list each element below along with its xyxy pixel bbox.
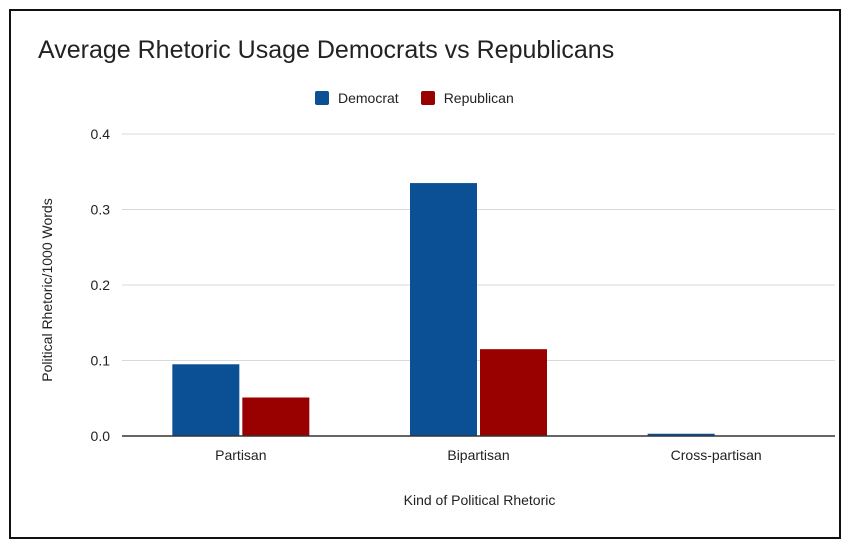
legend-item-democrat: Democrat [315, 90, 399, 106]
chart-title: Average Rhetoric Usage Democrats vs Repu… [38, 36, 615, 64]
bars [172, 183, 715, 436]
x-tick-label: Bipartisan [447, 447, 509, 463]
y-tick-label: 0.2 [91, 277, 111, 293]
y-tick-labels: 0.0 0.1 0.2 0.3 0.4 [91, 126, 111, 444]
y-tick-label: 0.0 [91, 428, 111, 444]
x-tick-labels: Partisan Bipartisan Cross-partisan [215, 447, 762, 463]
bar-democrat-partisan [172, 364, 240, 436]
x-tick-label: Partisan [215, 447, 266, 463]
bar-republican-partisan [242, 397, 310, 436]
x-axis-title: Kind of Political Rhetoric [404, 492, 556, 508]
y-axis-title: Political Rhetoric/1000 Words [39, 198, 55, 381]
bar-democrat-bipartisan [410, 183, 477, 436]
y-tick-label: 0.1 [91, 353, 111, 369]
legend-swatch-democrat [315, 91, 329, 105]
x-tick-label: Cross-partisan [671, 447, 762, 463]
legend-item-republican: Republican [420, 90, 514, 106]
legend-label-republican: Republican [443, 90, 514, 106]
y-tick-label: 0.3 [91, 202, 111, 218]
legend-swatch-republican [420, 91, 435, 105]
legend-label-democrat: Democrat [338, 90, 399, 106]
grid-lines [122, 133, 835, 361]
bar-democrat-cross-partisan [647, 433, 715, 436]
bar-republican-bipartisan [480, 349, 547, 436]
chart-legend: Democrat Republican [315, 87, 514, 109]
y-tick-label: 0.4 [91, 126, 111, 142]
